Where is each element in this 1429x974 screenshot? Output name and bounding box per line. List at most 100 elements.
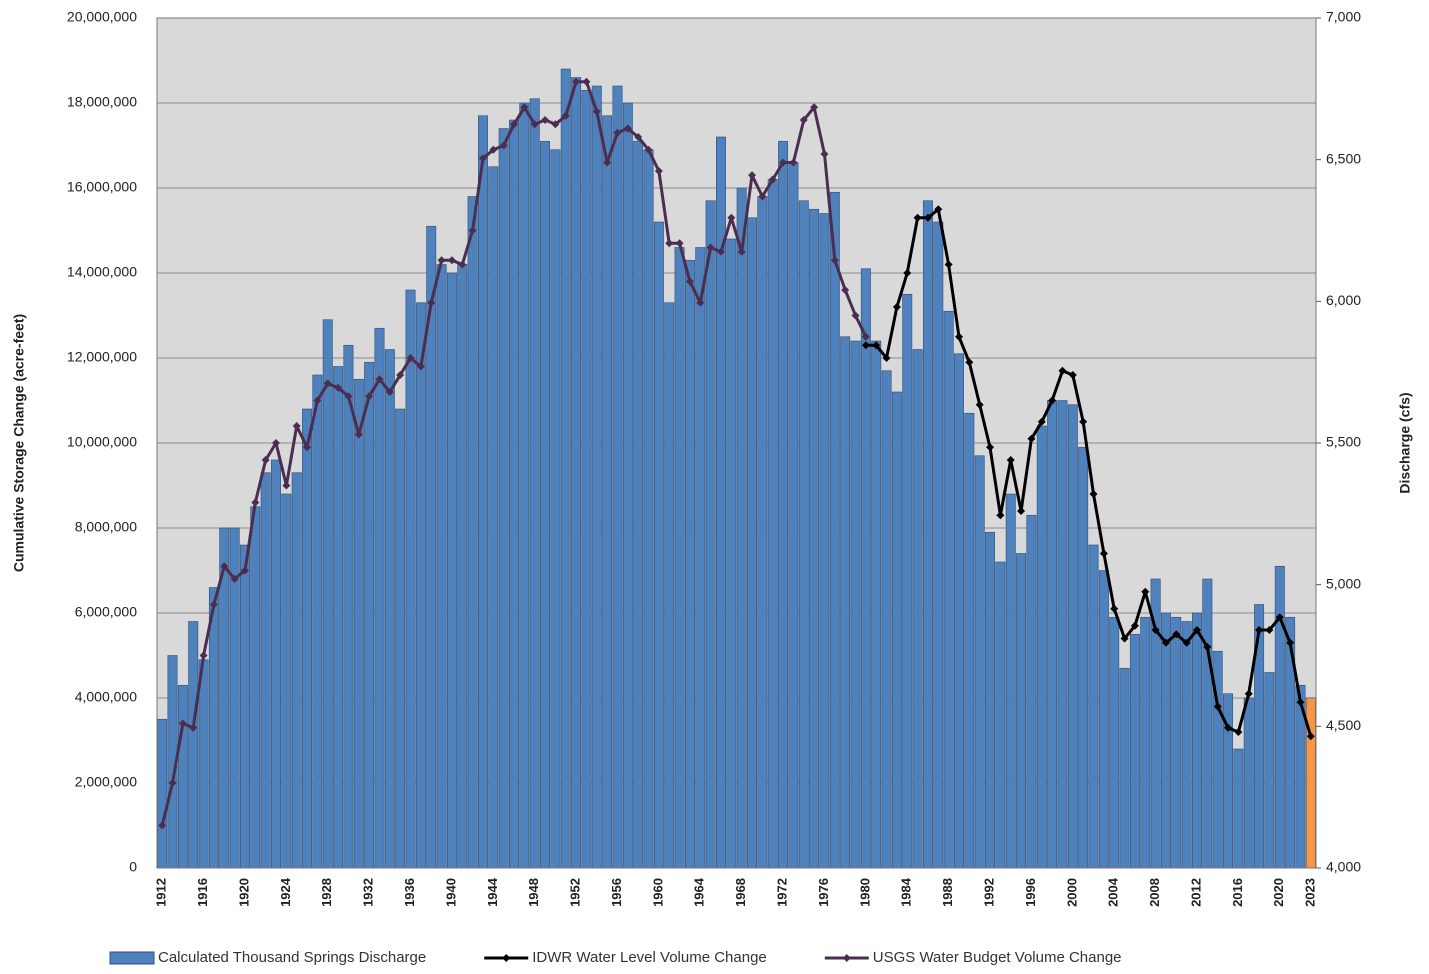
x-tick-label: 1948 [526, 878, 541, 907]
bar [1160, 612, 1171, 869]
line-marker [737, 247, 746, 256]
bar [964, 412, 975, 869]
line-marker [406, 354, 415, 362]
bar [198, 659, 209, 869]
bar [1243, 697, 1254, 869]
line-marker [954, 332, 963, 341]
bar [250, 506, 261, 869]
bar [612, 85, 623, 869]
line-marker [1213, 702, 1222, 711]
bar [747, 217, 757, 869]
y-tick-label: 2,000,000 [75, 774, 137, 790]
bar [829, 191, 840, 869]
bar [1067, 404, 1078, 869]
line-marker [1275, 613, 1284, 622]
line-marker [1234, 728, 1243, 736]
y2-tick-label: 6,500 [1326, 150, 1361, 166]
legend-swatch [109, 951, 155, 965]
bar [302, 408, 313, 869]
bar [550, 149, 561, 869]
line-marker [427, 298, 436, 307]
line-marker [965, 358, 974, 367]
line-marker [1286, 638, 1295, 647]
line-marker [1224, 723, 1233, 732]
bar [291, 472, 302, 869]
x-tick-label: 1944 [485, 877, 500, 907]
bar [208, 587, 219, 869]
line-marker [913, 213, 922, 222]
bar [633, 140, 644, 869]
bar [1098, 570, 1109, 869]
bar [602, 115, 613, 869]
bar [1005, 493, 1016, 869]
bar [446, 272, 457, 869]
line-marker [861, 341, 870, 350]
bar [726, 238, 737, 869]
legend-label: USGS Water Budget Volume Change [873, 949, 1122, 966]
line-marker [903, 269, 912, 277]
line-marker [1110, 604, 1119, 613]
bar [343, 344, 354, 869]
bar [922, 200, 933, 869]
bar [1078, 446, 1089, 869]
bar [1057, 400, 1068, 869]
line-marker [178, 719, 187, 728]
line-marker [230, 575, 239, 583]
line-marker [1203, 643, 1212, 651]
bar [1264, 672, 1275, 869]
line-marker [748, 171, 757, 180]
line-marker [303, 443, 312, 452]
bar [395, 408, 406, 869]
x-tick-label: 2000 [1064, 878, 1079, 907]
line-marker [354, 430, 363, 439]
line-marker [1296, 698, 1305, 707]
line-marker [468, 226, 477, 235]
y2-tick-label: 4,500 [1326, 717, 1361, 733]
line-marker [779, 158, 788, 167]
bar [188, 621, 199, 869]
bar [985, 531, 996, 869]
bar [705, 200, 716, 869]
bar [943, 310, 954, 869]
line-marker [1017, 507, 1026, 515]
line-marker [592, 107, 601, 116]
bar [374, 327, 385, 869]
line-marker [603, 158, 612, 167]
line-marker [375, 375, 384, 384]
line-marker [158, 821, 167, 830]
plot-border [156, 17, 1317, 869]
bar [353, 378, 364, 869]
x-tick-label: 2012 [1188, 878, 1203, 907]
bar [467, 196, 478, 869]
y-tick-label: 10,000,000 [67, 434, 137, 450]
x-tick-label: 1992 [981, 878, 996, 907]
line-marker [385, 388, 394, 396]
line-marker [675, 239, 684, 248]
x-tick-label: 1976 [816, 878, 831, 907]
bar [312, 374, 323, 869]
x-tick-label: 1956 [609, 878, 624, 907]
bar [643, 149, 654, 869]
bar [1036, 425, 1047, 869]
line-marker [851, 311, 860, 320]
bar [1119, 667, 1130, 869]
bar [871, 340, 882, 869]
bar [1088, 544, 1099, 869]
line-marker [975, 400, 984, 409]
line-marker [1089, 490, 1098, 498]
bar [674, 247, 685, 869]
x-tick-label: 1916 [195, 878, 210, 907]
line-marker [365, 392, 374, 401]
bar [653, 221, 664, 869]
line-marker [416, 362, 425, 371]
line-marker [561, 111, 570, 120]
bar [540, 140, 551, 869]
y2-axis-title: Discharge (cfs) [1397, 392, 1413, 493]
x-tick-label: 1964 [692, 877, 707, 907]
line-marker [313, 396, 322, 405]
line-marker [520, 103, 529, 112]
bar [891, 391, 902, 869]
bar [736, 187, 747, 869]
bar [498, 128, 509, 869]
x-tick-label: 1988 [940, 878, 955, 907]
